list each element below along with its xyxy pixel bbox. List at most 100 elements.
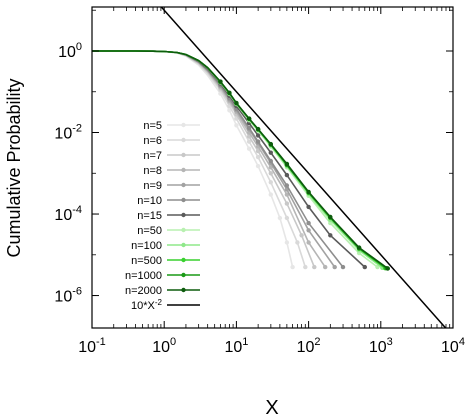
series-n-9-point	[332, 264, 337, 270]
reference-power-law-line	[160, 7, 447, 328]
legend-label: n=5	[143, 120, 162, 132]
legend-entry-n-5: n=5	[143, 120, 200, 132]
x-tick-label-5-exponent: 4	[459, 336, 465, 348]
x-tick-label-3-base: 10	[297, 339, 315, 356]
series-n-5	[92, 50, 295, 270]
series-n-5-point	[290, 264, 295, 270]
legend-label-reference-exponent: -2	[155, 298, 163, 307]
series-n-9-point	[306, 228, 311, 233]
series-n-8-point	[306, 240, 311, 245]
x-tick-label-2-exponent: 1	[242, 336, 248, 348]
series-n-8	[92, 50, 328, 270]
legend-swatch-marker	[181, 122, 186, 128]
series-n-5-point	[284, 240, 290, 245]
series-n-6-point	[268, 180, 273, 185]
series-n-5-point	[268, 192, 273, 197]
legend-entry-n-2000: n=2000	[125, 285, 200, 297]
series-n-2000-point	[234, 100, 239, 106]
series-n-10-point	[340, 264, 346, 270]
legend-entry-n-6: n=6	[143, 135, 200, 147]
x-tick-label-1-base: 10	[152, 339, 170, 356]
series-n-2000-point	[385, 266, 390, 271]
series-n-50-point	[375, 264, 380, 270]
legend-label: n=7	[143, 150, 162, 162]
series-n-50	[92, 50, 380, 270]
series-n-5-point	[234, 123, 239, 128]
legend-label: n=8	[143, 165, 162, 177]
legend-label: n=50	[137, 225, 162, 237]
y-tick-label-1-exponent: -2	[72, 123, 82, 135]
series-n-6-point	[246, 139, 252, 144]
y-tick-label-3: 10-6	[54, 286, 82, 306]
x-tick-label-0-exponent: -1	[96, 336, 106, 348]
reference-line-layer	[160, 7, 447, 328]
series-n-7-point	[284, 201, 290, 206]
legend-label: n=6	[143, 135, 162, 147]
legend: n=5 n=6 n=7 n=8 n=9 n=10 n=15 n=50 n=100 n=500 n=1…	[125, 120, 200, 312]
legend-entry-n-9: n=9	[143, 180, 200, 192]
x-tick-label-4-exponent: 3	[387, 336, 393, 348]
series-n-8-point	[323, 264, 328, 270]
x-axis-label: X	[265, 397, 278, 419]
legend-label-reference-base: 10*X	[131, 300, 156, 312]
y-tick-label-0-base: 10	[58, 44, 76, 61]
legend-label: n=100	[131, 240, 162, 252]
series-n-8-line	[92, 50, 326, 268]
y-tick-label-3-base: 10	[54, 289, 72, 306]
series-n-2000-point	[255, 126, 261, 132]
series-n-7-point	[299, 233, 304, 238]
series-n-2000-point	[328, 214, 333, 220]
series-n-10-point	[306, 220, 311, 226]
x-tick-label-2: 101	[224, 336, 248, 356]
series-n-2000-point	[284, 161, 290, 167]
series-n-50-line	[92, 50, 378, 268]
series-n-15-point	[362, 264, 367, 270]
series-n-2000-point	[246, 116, 252, 121]
series-n-2000-point	[218, 79, 223, 84]
legend-entry-n-7: n=7	[143, 150, 200, 162]
x-tick-label-4-base: 10	[369, 339, 387, 356]
legend-swatch-marker	[181, 212, 186, 218]
legend-entry-n-10: n=10	[137, 195, 200, 207]
series-n-2000-point	[268, 141, 273, 147]
x-tick-label-0-base: 10	[78, 339, 96, 356]
legend-swatch-marker	[181, 227, 186, 233]
x-tick-label-5-base: 10	[441, 339, 459, 356]
legend-swatch-marker	[181, 197, 186, 203]
legend-entry-n-100: n=100	[131, 240, 200, 252]
x-tick-label-3: 102	[297, 336, 321, 356]
series-n-15-point	[255, 133, 261, 138]
y-tick-label-2-exponent: -4	[72, 204, 82, 216]
legend-swatch-marker	[181, 152, 186, 158]
y-tick-label-3-exponent: -6	[72, 286, 82, 298]
x-tick-label-3-exponent: 2	[314, 336, 320, 348]
series-layer	[92, 50, 390, 271]
series-n-2000-point	[227, 90, 232, 96]
series-n-100	[92, 50, 385, 270]
series-n-6-point	[284, 215, 290, 221]
series-n-2000-point	[306, 189, 311, 195]
series-n-8-point	[284, 192, 290, 197]
series-n-15-point	[284, 172, 290, 178]
legend-label: n=2000	[125, 285, 162, 297]
y-tick-label-1: 10-2	[54, 123, 82, 143]
series-n-10-point	[255, 139, 261, 144]
x-ticks: 10-1 100 101 102 103 104	[78, 7, 465, 356]
series-n-5-point	[255, 163, 261, 169]
series-n-7-point	[255, 148, 261, 154]
legend-swatch-marker	[181, 182, 186, 188]
legend-entry-reference: 10*X-2	[131, 298, 200, 312]
series-n-5-point	[277, 215, 283, 221]
legend-swatch-marker	[181, 272, 186, 278]
x-tick-label-1-exponent: 0	[170, 336, 176, 348]
x-tick-label-1: 100	[152, 336, 176, 356]
y-tick-label-2-base: 10	[54, 207, 72, 224]
y-tick-label-0: 100	[58, 41, 82, 61]
series-n-15-point	[268, 150, 273, 155]
y-tick-label-1-base: 10	[54, 126, 72, 143]
series-n-15-point	[328, 233, 333, 238]
plot-frame	[91, 6, 454, 329]
series-n-6-line	[92, 50, 307, 268]
